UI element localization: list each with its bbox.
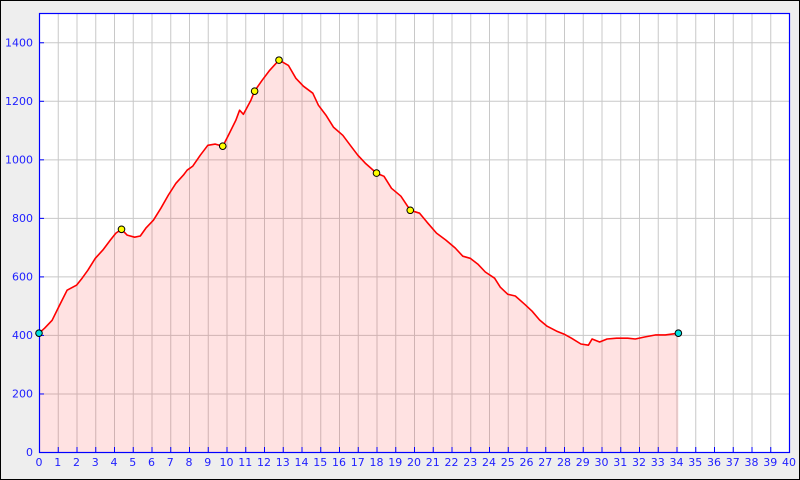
y-tick-label: 800 (12, 212, 33, 225)
x-tick-label: 16 (332, 456, 346, 469)
x-tick-label: 17 (351, 456, 365, 469)
x-tick-label: 40 (782, 456, 796, 469)
x-tick-label: 36 (707, 456, 721, 469)
waypoint-marker (275, 56, 283, 64)
y-tick-label: 1200 (5, 95, 33, 108)
x-tick-label: 13 (276, 456, 290, 469)
x-tick-label: 29 (576, 456, 590, 469)
waypoint-marker (406, 206, 415, 215)
x-tick-label: 25 (501, 456, 515, 469)
x-tick-label: 0 (36, 456, 43, 469)
axes-frame (38, 12, 791, 454)
x-tick-label: 18 (370, 456, 384, 469)
x-tick-label: 3 (92, 456, 99, 469)
x-tick-label: 27 (538, 456, 552, 469)
x-tick-label: 11 (238, 456, 252, 469)
x-tick-label: 20 (407, 456, 421, 469)
y-tick-label: 600 (12, 270, 33, 283)
x-tick-label: 38 (745, 456, 759, 469)
x-tick-label: 24 (482, 456, 496, 469)
x-tick-label: 28 (557, 456, 571, 469)
x-tick-label: 10 (220, 456, 234, 469)
y-tick-label: 1000 (5, 153, 33, 166)
x-tick-label: 2 (73, 456, 80, 469)
x-tick-label: 6 (148, 456, 155, 469)
x-tick-label: 34 (670, 456, 684, 469)
endpoint-marker (674, 329, 683, 337)
endpoint-marker (35, 329, 43, 337)
x-tick-label: 35 (688, 456, 702, 469)
waypoint-marker (117, 225, 126, 234)
y-tick-label: 200 (12, 387, 33, 400)
x-tick-label: 37 (726, 456, 740, 469)
x-tick-label: 23 (463, 456, 477, 469)
x-tick-label: 39 (763, 456, 777, 469)
x-tick-label: 33 (651, 456, 665, 469)
x-tick-label: 15 (313, 456, 327, 469)
x-tick-label: 12 (257, 456, 271, 469)
x-tick-label: 8 (186, 456, 193, 469)
elevation-line (38, 59, 679, 347)
x-tick-label: 5 (129, 456, 136, 469)
waypoint-marker (250, 87, 259, 95)
waypoint-marker (372, 169, 381, 177)
y-tick-label: 0 (26, 446, 33, 459)
y-tick-label: 1400 (5, 36, 33, 49)
x-tick-label: 31 (613, 456, 627, 469)
x-tick-label: 32 (632, 456, 646, 469)
x-tick-label: 14 (295, 456, 309, 469)
x-tick-label: 9 (204, 456, 211, 469)
x-tick-label: 1 (54, 456, 61, 469)
x-tick-label: 26 (520, 456, 534, 469)
waypoint-marker (218, 142, 227, 150)
y-tick-label: 400 (12, 329, 33, 342)
x-tick-label: 19 (388, 456, 402, 469)
x-tick-label: 21 (426, 456, 440, 469)
x-tick-label: 22 (445, 456, 459, 469)
x-tick-label: 4 (111, 456, 118, 469)
x-tick-label: 7 (167, 456, 174, 469)
x-tick-label: 30 (595, 456, 609, 469)
